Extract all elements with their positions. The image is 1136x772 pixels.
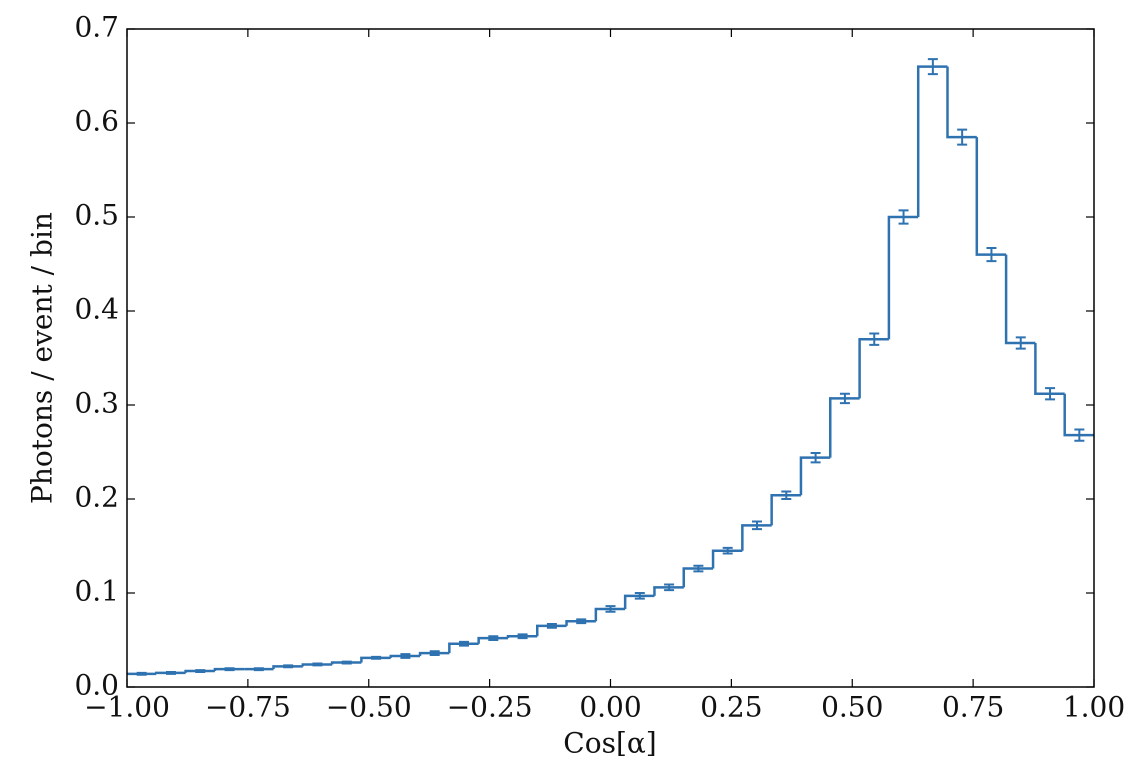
- y-tick-label: 0.4: [74, 293, 119, 326]
- histogram-step: [858, 337, 889, 399]
- error-bar: [781, 490, 792, 500]
- y-tick-label: 0.2: [74, 481, 119, 514]
- plot-frame: [126, 28, 1095, 688]
- y-tick-label: 0.0: [74, 669, 119, 702]
- histogram-step: [1034, 342, 1065, 395]
- y-tick-label: 0.7: [74, 11, 119, 44]
- histogram-step: [389, 654, 421, 658]
- error-bar: [986, 247, 997, 263]
- error-bar: [253, 667, 264, 672]
- histogram-step: [975, 137, 1007, 256]
- x-tick-label: 1.00: [1063, 691, 1125, 724]
- error-bar: [1074, 428, 1085, 442]
- y-tick-label: 0.1: [74, 575, 119, 608]
- error-bar: [136, 671, 147, 676]
- error-bar: [605, 605, 616, 613]
- error-bar: [429, 650, 440, 657]
- error-bar: [576, 618, 587, 625]
- histogram-step: [536, 624, 567, 637]
- x-tick-label: 0.00: [579, 691, 641, 724]
- histogram-step: [1063, 393, 1094, 437]
- x-tick-label: 0.50: [821, 691, 883, 724]
- y-tick-label: 0.5: [74, 199, 119, 232]
- error-bar: [839, 392, 850, 405]
- error-bar: [165, 670, 176, 675]
- y-tick-label: 0.6: [74, 105, 119, 138]
- error-bar: [1015, 336, 1026, 350]
- histogram-step: [741, 524, 772, 551]
- histogram-step: [506, 634, 538, 639]
- histogram-step: [653, 586, 684, 596]
- histogram-step: [770, 493, 801, 526]
- histogram-step: [946, 66, 977, 139]
- error-bar: [224, 667, 235, 672]
- error-bar: [195, 669, 206, 673]
- histogram-step: [623, 594, 655, 609]
- error-bar: [371, 655, 382, 660]
- error-bar: [517, 633, 528, 640]
- error-bar: [312, 662, 323, 667]
- histogram-step: [1004, 254, 1036, 345]
- x-tick-label: −1.00: [84, 691, 170, 724]
- error-bar: [1045, 387, 1056, 401]
- error-bar: [752, 520, 762, 531]
- error-bar: [869, 332, 880, 346]
- x-tick-label: 0.25: [700, 691, 762, 724]
- histogram-step: [711, 549, 743, 569]
- histogram-step: [887, 215, 919, 340]
- y-tick-label: 0.3: [74, 387, 119, 420]
- x-axis-label: Cos[α]: [563, 727, 656, 760]
- histogram-step: [916, 65, 948, 217]
- error-bar: [810, 451, 821, 464]
- histogram-step: [477, 636, 508, 644]
- error-bar: [664, 583, 675, 592]
- error-bar: [459, 640, 469, 647]
- histogram-step: [829, 397, 860, 458]
- error-bar: [283, 664, 294, 669]
- error-bar: [693, 564, 704, 573]
- error-bar: [722, 546, 733, 555]
- y-axis-label: Photons / event / bin: [26, 212, 59, 504]
- histogram-step: [594, 607, 626, 622]
- error-bar: [400, 653, 411, 659]
- error-bar: [546, 623, 557, 629]
- error-bar: [898, 209, 909, 225]
- histogram-step: [799, 456, 831, 496]
- x-tick-label: −0.75: [205, 691, 291, 724]
- error-bar: [927, 58, 938, 76]
- histogram-step: [448, 642, 479, 654]
- histogram-step: [682, 567, 714, 588]
- error-bar: [488, 635, 499, 641]
- x-tick-label: −0.25: [447, 691, 533, 724]
- x-tick-label: 0.75: [942, 691, 1004, 724]
- error-bar: [634, 592, 645, 600]
- histogram-step: [418, 651, 450, 656]
- x-tick-label: −0.50: [326, 691, 412, 724]
- error-bar: [341, 660, 352, 665]
- error-bar: [957, 128, 968, 146]
- histogram-step: [565, 619, 596, 626]
